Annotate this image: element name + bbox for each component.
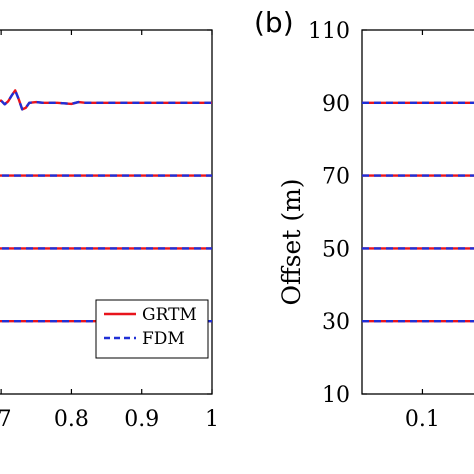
grtm-trace-30	[362, 320, 474, 323]
y-tick-label: 50	[322, 237, 350, 262]
y-tick-label: 70	[322, 165, 350, 190]
plot-frame	[0, 29, 213, 395]
panel-tag: (b)	[254, 6, 294, 39]
y-tick-label: 90	[322, 92, 350, 117]
legend-grtm-label: GRTM	[142, 305, 197, 325]
panel-b: 0.10.21030507090110Offset (m)(b)	[254, 6, 474, 432]
y-axis-title: Offset (m)	[277, 178, 306, 305]
x-tick-label: .7	[0, 407, 12, 432]
legend-box	[95, 299, 209, 359]
grtm-trace-90	[0, 89, 212, 111]
legend-fdm-label: FDM	[142, 329, 185, 349]
x-tick-label: 0.1	[405, 407, 440, 432]
x-tick-label: 0.9	[124, 407, 159, 432]
y-tick-label: 110	[308, 19, 350, 44]
fdm-trace-90	[0, 89, 212, 111]
fdm-trace-30	[362, 320, 474, 323]
x-tick-label: 0.8	[54, 407, 89, 432]
panel-a: .7 0.8 0.9 1 GRTM FDM	[0, 29, 219, 432]
y-tick-label: 10	[322, 383, 350, 408]
y-tick-label: 30	[322, 310, 350, 335]
x-tick-label: 1	[205, 407, 219, 432]
plot-frame	[361, 29, 474, 395]
